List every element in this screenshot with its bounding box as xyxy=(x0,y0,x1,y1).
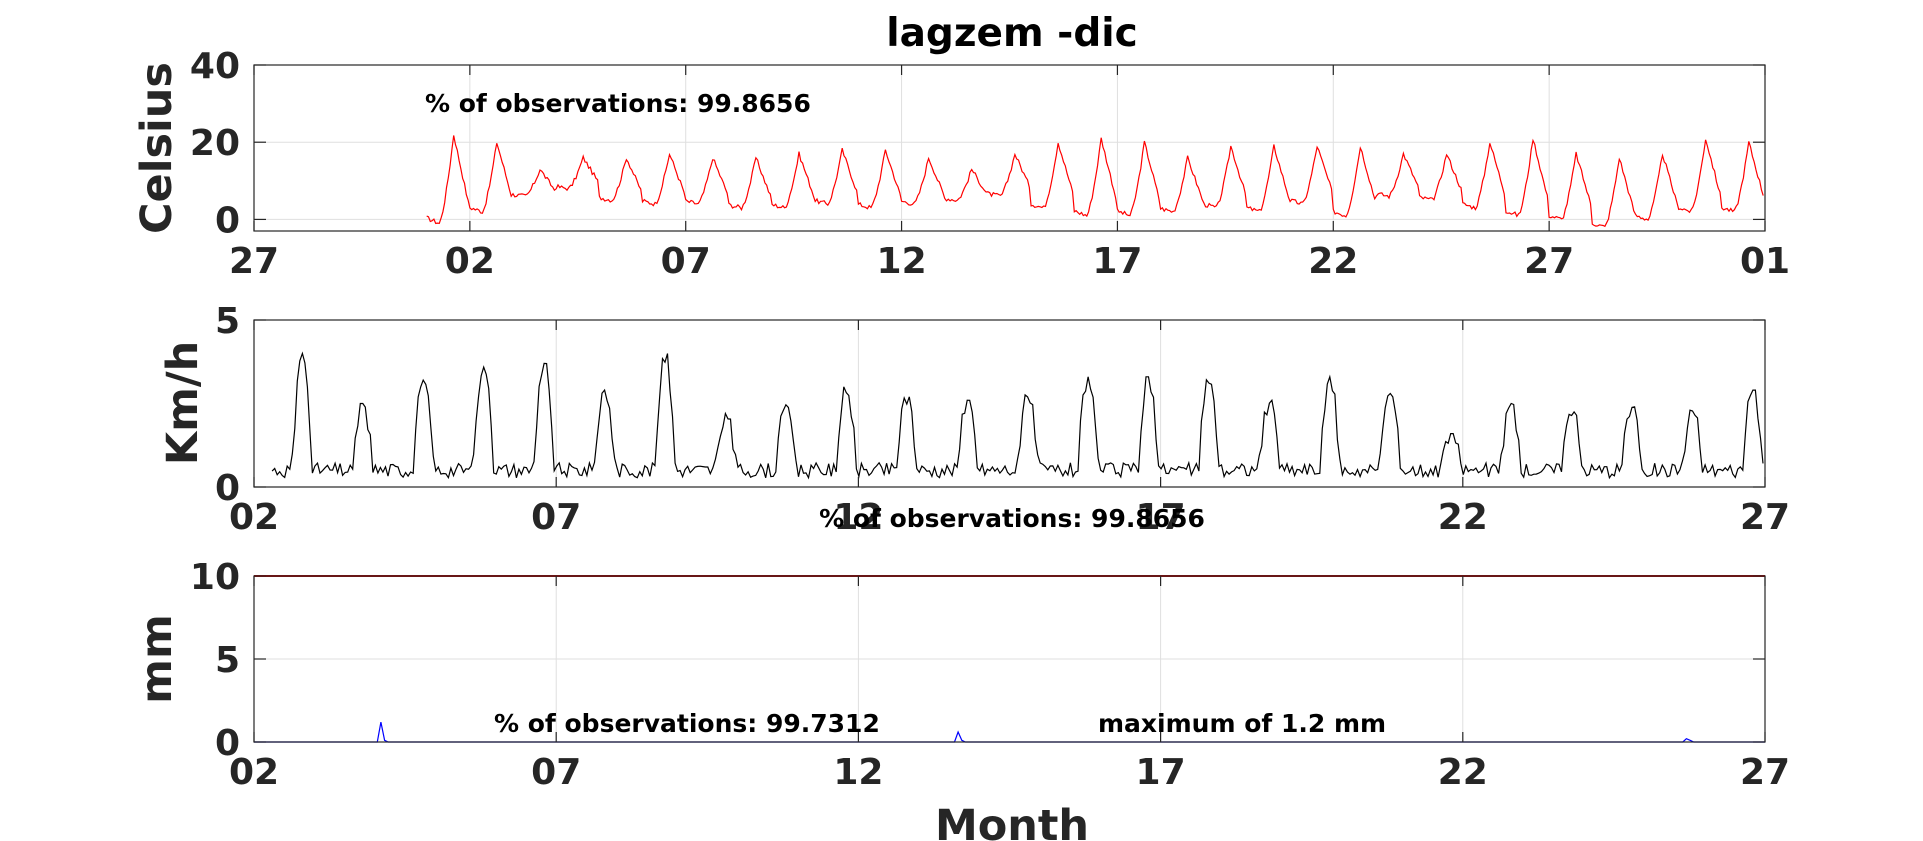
y-axis-label: Celsius xyxy=(132,62,182,234)
y-tick-label: 0 xyxy=(215,468,240,509)
annotation: maximum of 1.2 mm xyxy=(1098,709,1386,738)
x-tick-label: 17 xyxy=(1092,241,1142,282)
x-tick-label: 12 xyxy=(877,241,927,282)
x-tick-label: 22 xyxy=(1308,241,1358,282)
annotation: % of observations: 99.7312 xyxy=(494,709,880,738)
y-tick-label: 0 xyxy=(215,200,240,241)
x-axis-label: Month xyxy=(935,801,1089,841)
x-tick-label: 17 xyxy=(1136,497,1186,538)
x-tick-label: 27 xyxy=(1740,497,1790,538)
x-tick-label: 02 xyxy=(229,752,279,793)
x-tick-label: 12 xyxy=(833,497,883,538)
y-tick-label: 5 xyxy=(215,640,240,681)
x-tick-label: 17 xyxy=(1136,752,1186,793)
x-tick-label: 07 xyxy=(531,752,581,793)
y-tick-label: 5 xyxy=(215,301,240,342)
x-tick-label: 27 xyxy=(1524,241,1574,282)
series-line-0 xyxy=(254,721,1765,743)
plot-frame xyxy=(253,64,1766,232)
x-tick-label: 27 xyxy=(1740,752,1790,793)
y-axis-label: mm xyxy=(132,614,182,704)
y-tick-label: 20 xyxy=(190,123,240,164)
series-line-0 xyxy=(426,135,1764,228)
y-tick-label: 40 xyxy=(190,46,240,87)
x-tick-label: 07 xyxy=(661,241,711,282)
x-tick-label: 12 xyxy=(833,752,883,793)
series-line-0 xyxy=(271,351,1764,480)
x-tick-label: 22 xyxy=(1438,497,1488,538)
annotation: % of observations: 99.8656 xyxy=(425,89,811,118)
wind-panel: 02 07 12 17 22 27 0 5Km/h % of observations: 99.… xyxy=(158,301,1790,538)
x-tick-label: 22 xyxy=(1438,752,1488,793)
x-tick-label: 02 xyxy=(445,241,495,282)
annotation: % of observations: 99.8656 xyxy=(819,504,1205,533)
x-tick-label: 27 xyxy=(229,241,279,282)
x-tick-label: 07 xyxy=(531,497,581,538)
figure-title: lagzem -dic xyxy=(886,11,1138,56)
plot-frame xyxy=(253,319,1766,488)
x-tick-label: 02 xyxy=(229,497,279,538)
y-tick-label: 0 xyxy=(215,723,240,764)
y-axis-label: Km/h xyxy=(158,341,208,465)
x-tick-label: 01 xyxy=(1740,241,1790,282)
y-tick-label: 10 xyxy=(190,557,240,598)
